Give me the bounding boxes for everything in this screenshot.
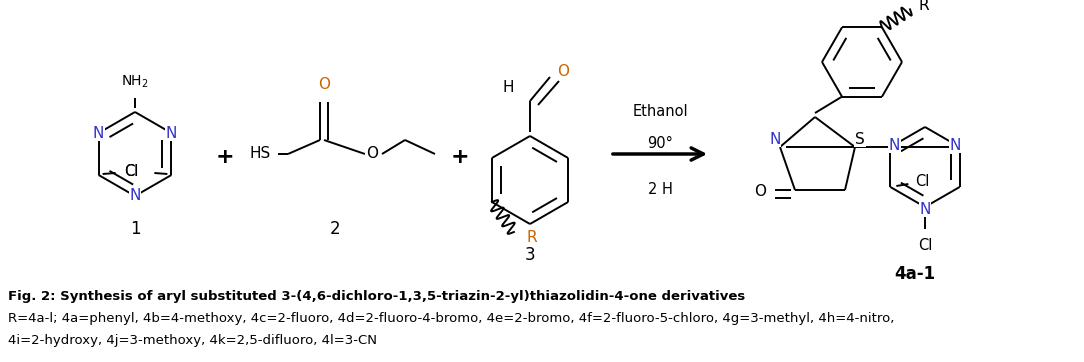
Text: O: O bbox=[366, 147, 378, 161]
Text: 3: 3 bbox=[525, 246, 535, 264]
Text: Cl: Cl bbox=[918, 237, 932, 253]
Text: N: N bbox=[93, 126, 104, 140]
Text: N: N bbox=[166, 126, 177, 140]
Text: O: O bbox=[318, 77, 330, 93]
Text: N: N bbox=[129, 189, 141, 203]
Text: 2 H: 2 H bbox=[647, 181, 672, 197]
Text: 90°: 90° bbox=[647, 136, 673, 152]
Text: NH$_2$: NH$_2$ bbox=[121, 74, 149, 90]
Text: N: N bbox=[770, 131, 780, 147]
Text: HS: HS bbox=[249, 147, 271, 161]
Text: +: + bbox=[216, 147, 234, 167]
Text: +: + bbox=[451, 147, 469, 167]
Text: Cl: Cl bbox=[124, 164, 139, 180]
Text: R: R bbox=[918, 0, 929, 13]
Text: N: N bbox=[919, 202, 931, 216]
Text: Fig. 2: Synthesis of aryl substituted 3-(4,6-dichloro-1,3,5-triazin-2-yl)thiazol: Fig. 2: Synthesis of aryl substituted 3-… bbox=[8, 290, 746, 303]
Text: 4i=2-hydroxy, 4j=3-methoxy, 4k=2,5-difluoro, 4l=3-CN: 4i=2-hydroxy, 4j=3-methoxy, 4k=2,5-diflu… bbox=[8, 334, 377, 347]
Text: Cl: Cl bbox=[125, 164, 139, 180]
Text: 1: 1 bbox=[130, 220, 140, 238]
Text: Ethanol: Ethanol bbox=[632, 105, 688, 119]
Text: R=4a-l; 4a=phenyl, 4b=4-methoxy, 4c=2-fluoro, 4d=2-fluoro-4-bromo, 4e=2-bromo, 4: R=4a-l; 4a=phenyl, 4b=4-methoxy, 4c=2-fl… bbox=[8, 312, 894, 325]
Text: S: S bbox=[855, 131, 865, 147]
Text: 2: 2 bbox=[330, 220, 340, 238]
Text: R: R bbox=[527, 230, 538, 244]
Text: Cl: Cl bbox=[915, 174, 930, 189]
Text: H: H bbox=[502, 80, 514, 96]
Text: O: O bbox=[557, 63, 569, 79]
Text: O: O bbox=[754, 185, 766, 199]
Text: N: N bbox=[950, 138, 962, 152]
Text: N: N bbox=[889, 138, 900, 152]
Text: 4a-1: 4a-1 bbox=[894, 265, 935, 283]
